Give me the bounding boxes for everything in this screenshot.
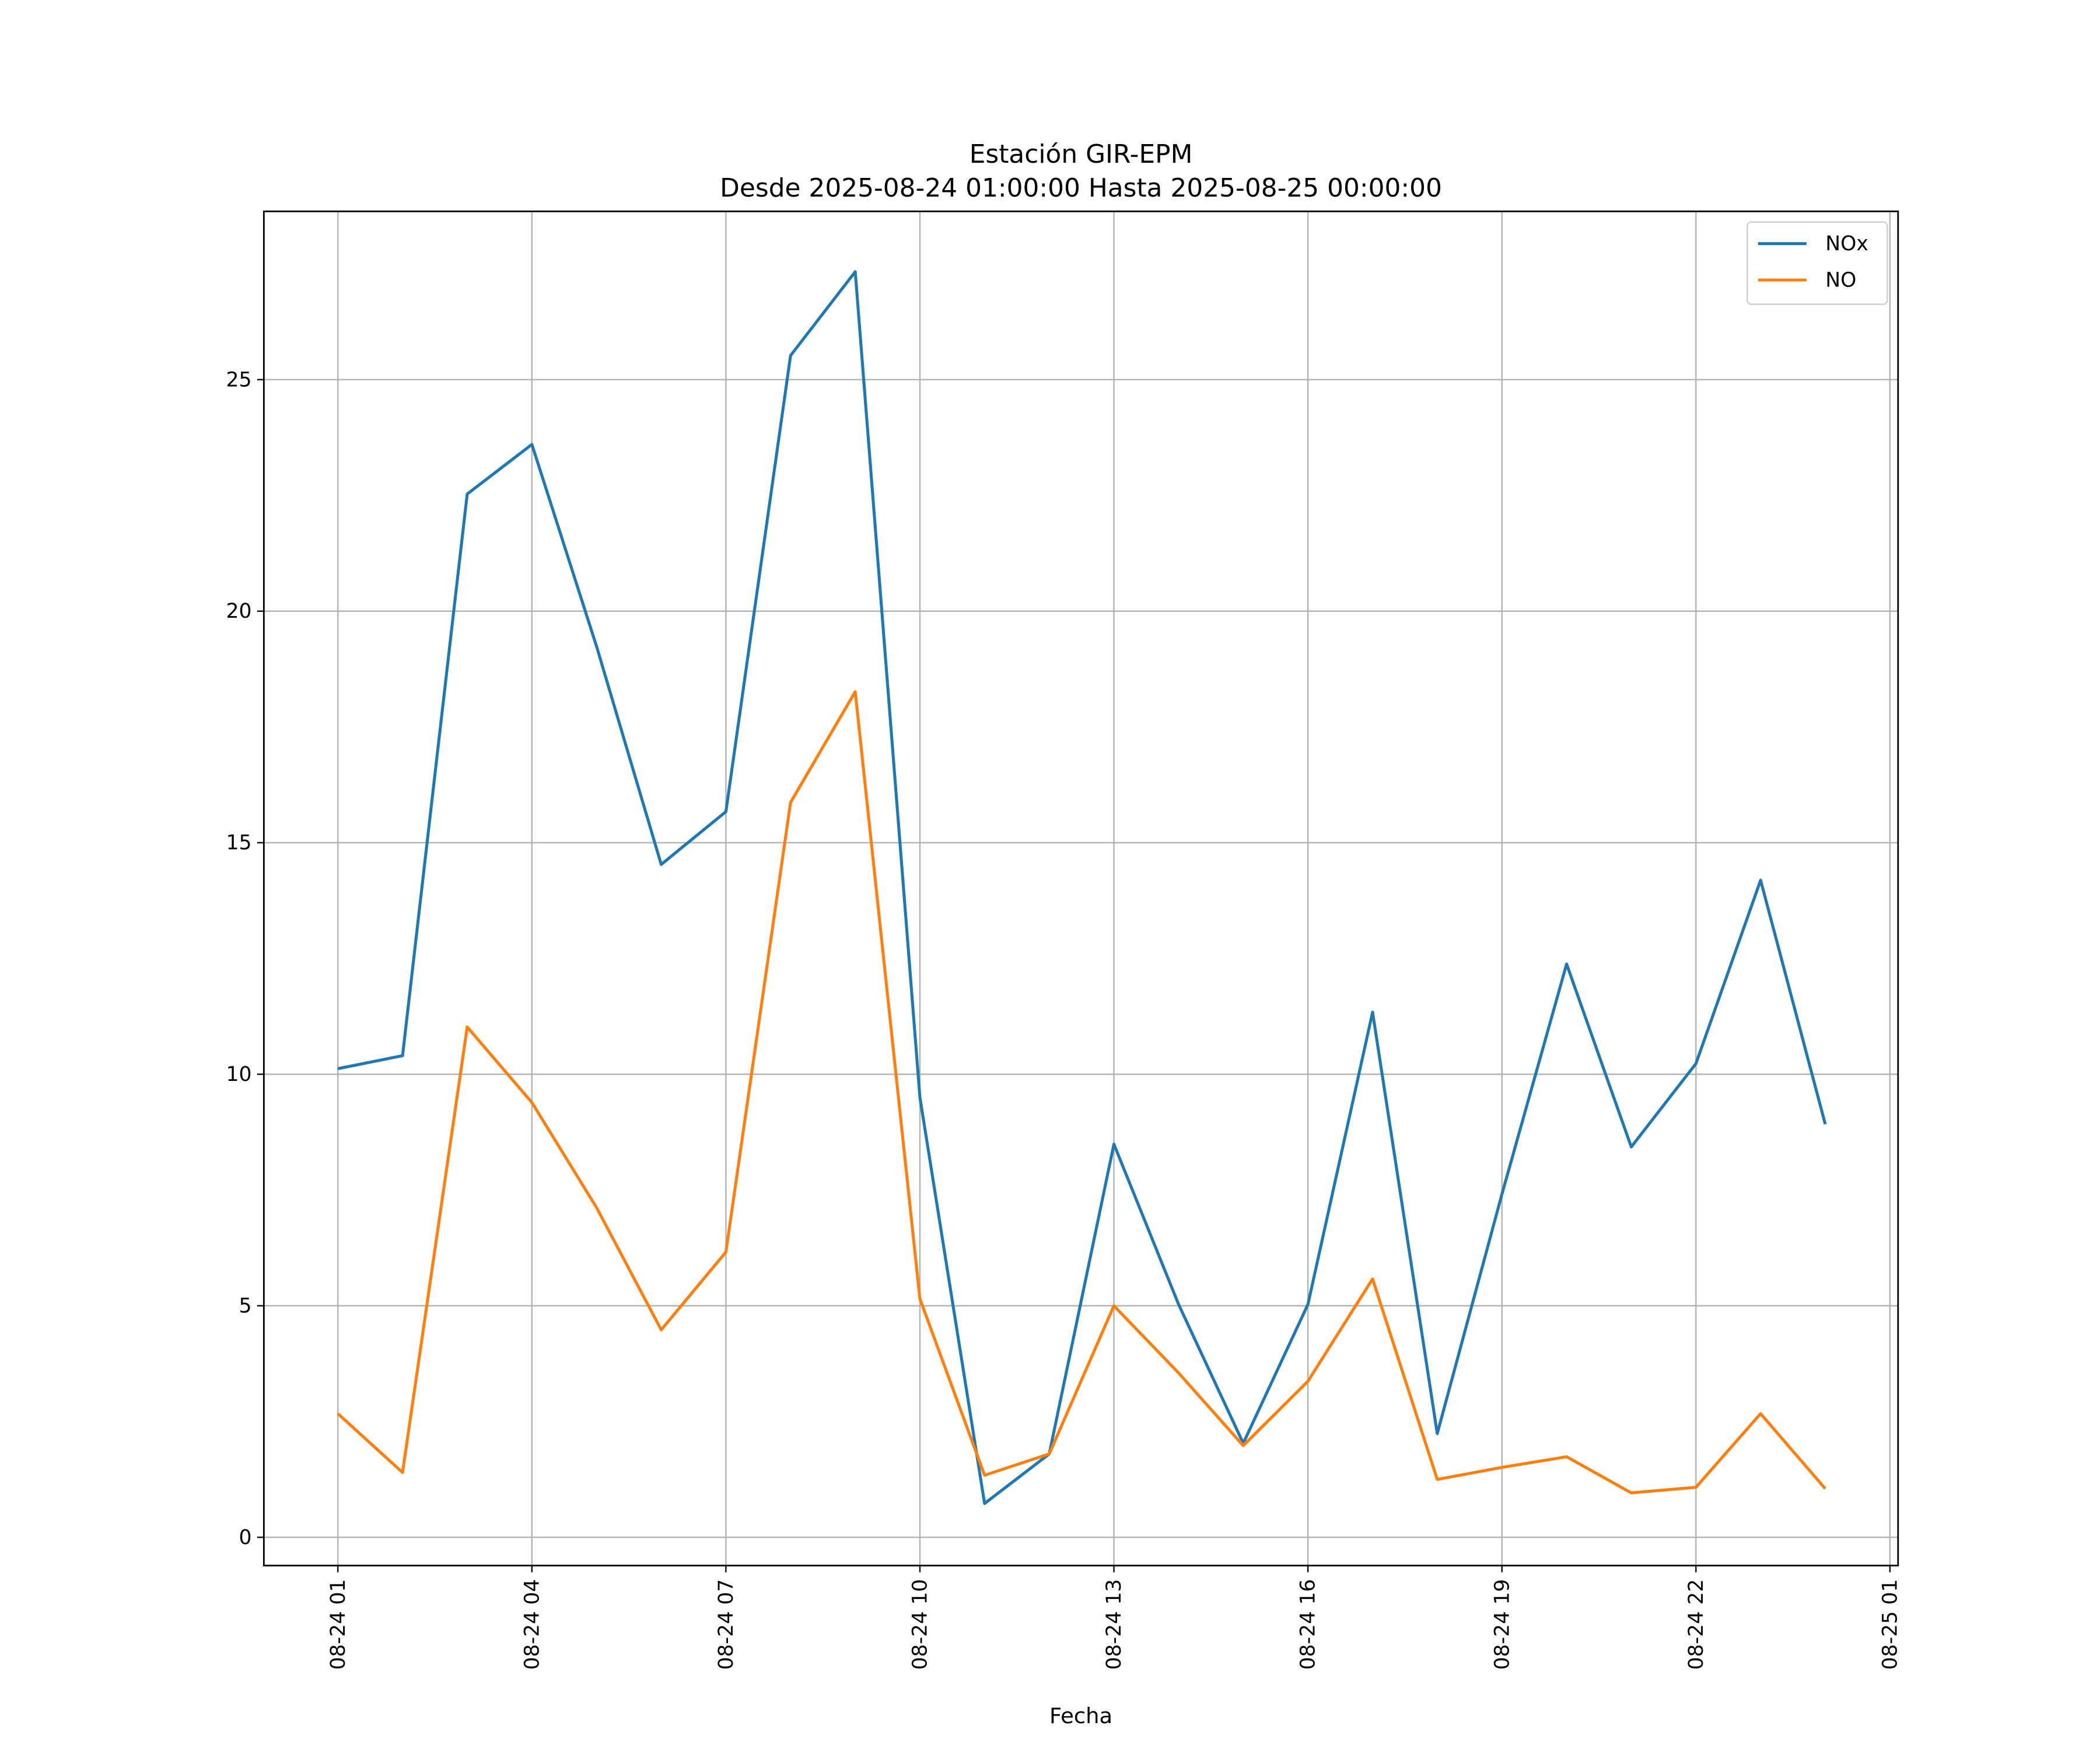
x-tick-label: 08-24 07	[715, 1579, 738, 1670]
series-lines	[337, 270, 1827, 1505]
x-tick-label: 08-24 22	[1685, 1579, 1708, 1670]
x-tick-label: 08-24 01	[327, 1579, 350, 1670]
y-tick-label: 0	[239, 1526, 252, 1549]
y-tick-label: 5	[239, 1294, 252, 1318]
x-tick-label: 08-25 01	[1878, 1579, 1902, 1670]
x-axis-label: Fecha	[1049, 1703, 1112, 1728]
x-tick-label: 08-24 10	[909, 1579, 932, 1670]
x-tick-label: 08-24 16	[1297, 1579, 1320, 1670]
legend: NOx NO	[1746, 221, 1888, 305]
y-tick-label: 25	[226, 368, 251, 391]
series-line-nox	[337, 270, 1827, 1505]
x-tick-label: 08-24 19	[1490, 1579, 1514, 1670]
series-line-no	[337, 690, 1826, 1494]
plot-area-frame	[262, 210, 1899, 1567]
axis-ticks: 0 5 10 15 20 25 08-24 01 08-24 04 08-24 07 08-24 …	[226, 368, 1902, 1670]
legend-label-no: NO	[1825, 269, 1856, 292]
x-tick-label: 08-24 04	[520, 1579, 544, 1670]
y-tick-label: 10	[226, 1063, 251, 1086]
grid	[264, 211, 1898, 1566]
chart-subtitle: Desde 2025-08-24 01:00:00 Hasta 2025-08-…	[720, 173, 1442, 203]
y-tick-label: 15	[226, 831, 251, 855]
chart-title: Estación GIR-EPM	[970, 139, 1193, 169]
x-tick-label: 08-24 13	[1102, 1579, 1126, 1670]
y-tick-label: 20	[226, 600, 251, 623]
legend-label-nox: NOx	[1825, 232, 1868, 256]
